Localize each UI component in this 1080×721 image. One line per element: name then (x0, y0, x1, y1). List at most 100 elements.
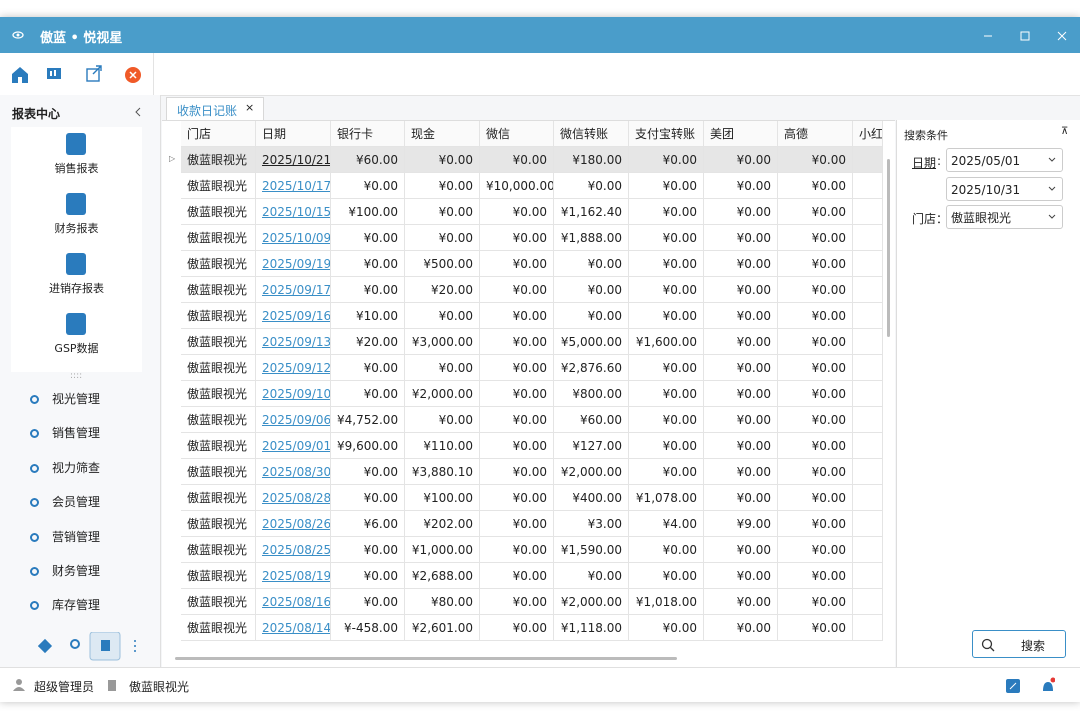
table-cell: ¥1,590.00 (554, 537, 629, 563)
window-title: 傲蓝 • 悦视星 (40, 31, 123, 46)
table-cell: ¥10,000.00 (480, 173, 554, 199)
search-button[interactable]: 搜索 (972, 630, 1066, 658)
table-cell: ¥0.00 (778, 537, 853, 563)
column-header[interactable]: 小红书 (853, 121, 883, 147)
date-link[interactable]: 2025/08/30 (256, 459, 331, 485)
report-label[interactable]: GSP数据 (54, 342, 99, 355)
menu-item[interactable]: 会员管理 (52, 495, 101, 510)
table-cell: ¥0.00 (480, 563, 554, 589)
report-label[interactable]: 进销存报表 (49, 282, 104, 295)
menu-item[interactable]: 销售管理 (52, 426, 101, 441)
table-cell: ¥0.00 (480, 589, 554, 615)
table-cell: ¥0.00 (480, 407, 554, 433)
date-link[interactable]: 2025/08/25 (256, 537, 331, 563)
table-cell: ¥3,880.10 (405, 459, 480, 485)
dropdown[interactable]: 2025/10/31 (946, 177, 1063, 201)
selected-row (181, 147, 883, 173)
toolbar-icons[interactable] (10, 65, 150, 85)
menu-icon (30, 601, 39, 611)
table-cell: ¥2,688.00 (405, 563, 480, 589)
menu-item[interactable]: 财务管理 (52, 564, 101, 578)
menu-item[interactable]: 库存管理 (52, 598, 101, 613)
colon: : (937, 154, 942, 168)
column-header[interactable]: 支付宝转账 (629, 121, 704, 147)
table-cell: 傲蓝眼视光 (181, 355, 256, 381)
dropdown[interactable]: 2025/05/01 (946, 148, 1063, 172)
date-link[interactable]: 2025/08/14 (256, 615, 331, 641)
column-header[interactable]: 微信 (480, 121, 554, 147)
table-cell: ¥0.00 (331, 485, 405, 511)
date-link[interactable]: 2025/10/15 (256, 199, 331, 225)
menu-item[interactable]: 视力筛查 (52, 460, 101, 475)
tab[interactable]: 收款日记账 × (166, 97, 264, 121)
table-cell: ¥1,600.00 (629, 329, 704, 355)
table-cell: ¥0.00 (480, 459, 554, 485)
report-label[interactable]: 财务报表 (54, 222, 99, 235)
table-cell: ¥9,600.00 (331, 433, 405, 459)
sidebar-bottom-icons[interactable] (38, 632, 148, 662)
table-cell: ¥0.00 (629, 433, 704, 459)
horizontal-scrollbar[interactable] (175, 657, 677, 660)
dropdown-value: 2025/05/01 (951, 154, 1021, 168)
table-cell: ¥0.00 (480, 381, 554, 407)
table-cell (853, 589, 883, 615)
date-link[interactable]: 2025/08/16 (256, 589, 331, 615)
column-header[interactable]: 日期 (256, 121, 331, 147)
status-actions[interactable] (1005, 677, 1055, 695)
table-cell: ¥0.00 (480, 277, 554, 303)
table-cell: ¥500.00 (405, 251, 480, 277)
date-link[interactable]: 2025/10/17 (256, 173, 331, 199)
date-link[interactable]: 2025/09/16 (256, 303, 331, 329)
date-link[interactable]: 2025/08/28 (256, 485, 331, 511)
tab-close[interactable]: × (245, 101, 255, 114)
table-cell: ¥800.00 (554, 381, 629, 407)
date-link[interactable]: 2025/10/21 (256, 147, 331, 173)
menu-item[interactable]: 视光管理 (52, 392, 101, 406)
table-cell (853, 615, 883, 641)
table-cell: ¥1,888.00 (554, 225, 629, 251)
table-cell: ¥0.00 (331, 173, 405, 199)
date-link[interactable]: 2025/09/12 (256, 355, 331, 381)
column-header[interactable]: 美团 (704, 121, 778, 147)
column-header[interactable]: 高德 (778, 121, 853, 147)
date-link[interactable]: 2025/09/10 (256, 381, 331, 407)
table-cell: ¥0.00 (405, 407, 480, 433)
column-header[interactable]: 现金 (405, 121, 480, 147)
table-cell: ¥20.00 (405, 277, 480, 303)
table-cell: ¥80.00 (405, 589, 480, 615)
collapse-button[interactable] (134, 107, 142, 117)
date-link[interactable]: 2025/09/06 (256, 407, 331, 433)
table-cell: ¥0.00 (480, 199, 554, 225)
table-cell: ¥0.00 (480, 147, 554, 173)
date-link[interactable]: 2025/09/17 (256, 277, 331, 303)
table-cell: ¥0.00 (704, 251, 778, 277)
menu-item[interactable]: 营销管理 (52, 529, 101, 544)
date-link[interactable]: 2025/09/01 (256, 433, 331, 459)
menu-icon (30, 567, 39, 576)
date-link[interactable]: 2025/09/19 (256, 251, 331, 277)
column-header[interactable]: 微信转账 (554, 121, 629, 147)
date-link[interactable]: 2025/08/19 (256, 563, 331, 589)
drag-handle: :::: (70, 371, 83, 381)
column-header[interactable]: 银行卡 (331, 121, 405, 147)
table-cell: ¥2,000.00 (554, 589, 629, 615)
report-cards: 销售报表财务报表进销存报表 GSP数据 (11, 127, 142, 372)
table-cell: ¥4.00 (629, 511, 704, 537)
vertical-scrollbar[interactable] (887, 159, 890, 337)
table-cell: ¥0.00 (629, 537, 704, 563)
column-header[interactable]: 门店 (181, 121, 256, 147)
date-link[interactable]: 2025/10/09 (256, 225, 331, 251)
table-cell: ¥0.00 (331, 537, 405, 563)
date-link[interactable]: 2025/08/26 (256, 511, 331, 537)
table-cell: ¥0.00 (778, 433, 853, 459)
table-cell: 傲蓝眼视光 (181, 537, 256, 563)
window-controls[interactable] (980, 29, 1072, 43)
dropdown[interactable]: 傲蓝眼视光 (946, 205, 1063, 229)
report-icon (66, 133, 86, 155)
table-cell: ¥202.00 (405, 511, 480, 537)
table-cell: ¥0.00 (704, 355, 778, 381)
table-cell: ¥0.00 (331, 563, 405, 589)
report-label[interactable]: 销售报表 (54, 162, 99, 175)
date-link[interactable]: 2025/09/13 (256, 329, 331, 355)
table-cell: ¥0.00 (704, 563, 778, 589)
